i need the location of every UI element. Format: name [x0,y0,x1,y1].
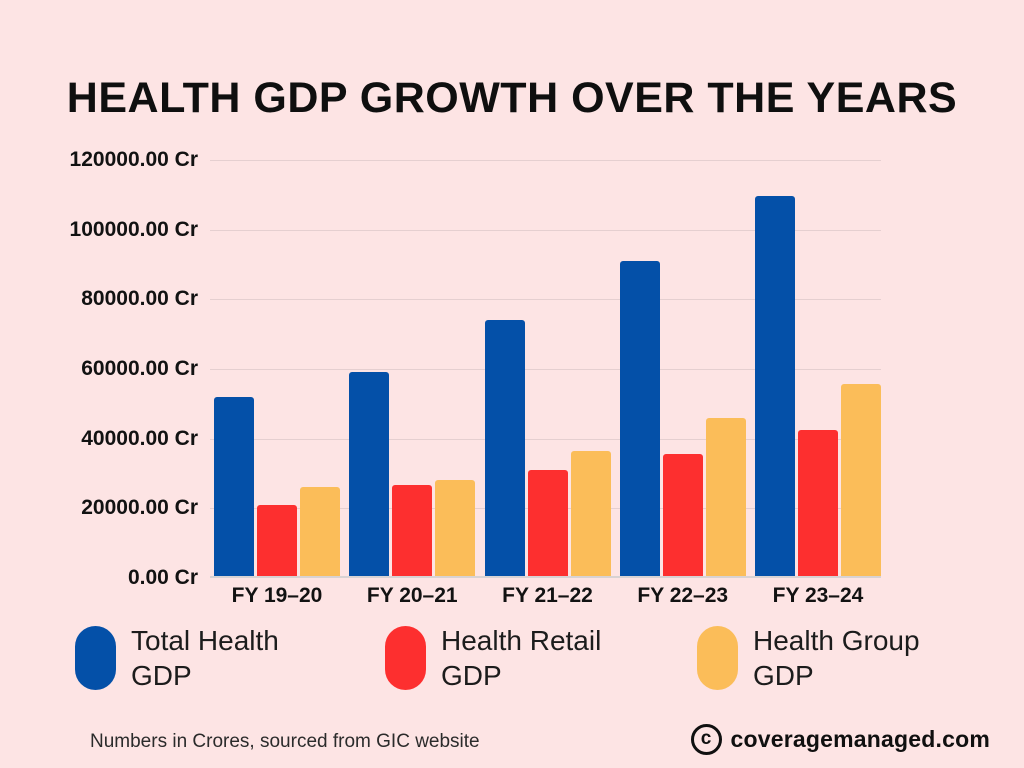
bar-group-fy-20-21 [349,372,476,576]
y-axis: 120000.00 Cr 100000.00 Cr 80000.00 Cr 60000… [0,0,198,768]
footnote: Numbers in Crores, sourced from GIC webs… [90,731,480,752]
y-tick-label-100000: 100000.00 Cr [69,217,198,241]
bar-series-container [210,160,881,576]
bar-health-group-gdp-fy-19-20 [300,487,340,576]
bar-health-retail-gdp-fy-23-24 [798,429,838,576]
bar-total-health-gdp-fy-22-23 [619,260,660,576]
y-tick-label-20000: 20000.00 Cr [81,496,198,520]
bar-total-health-gdp-fy-23-24 [755,196,795,576]
gridline-40000 [210,438,881,440]
bar-group-fy-22-23 [619,260,746,576]
brand-text: coveragemanaged.com [730,726,990,752]
bar-health-retail-gdp-fy-19-20 [257,504,297,576]
legend-item-health-retail-gdp: Health Retail GDP [385,625,602,693]
bar-health-group-gdp-fy-21-22 [570,450,611,576]
legend: Total Health GDP Health Retail GDP Health … [0,625,1024,706]
bar-health-group-gdp-fy-23-24 [841,384,881,576]
gridline-100000 [210,229,881,231]
y-tick-label-120000: 120000.00 Cr [69,148,198,171]
plot-area [210,160,881,578]
legend-item-health-group-gdp: Health Group GDP [697,625,920,693]
gridline-80000 [210,299,881,301]
legend-label-health-retail-gdp: Health Retail GDP [441,625,602,691]
legend-label-total-health-gdp: Total Health GDP [131,625,279,691]
bar-health-retail-gdp-fy-21-22 [527,469,568,576]
legend-label-health-group-gdp: Health Group GDP [753,625,920,691]
x-tick-label-fy-21-22: FY 21–22 [502,584,593,607]
y-tick-label-60000: 60000.00 Cr [81,357,198,380]
x-tick-label-fy-19-20: FY 19–20 [231,584,323,607]
y-tick-label-40000: 40000.00 Cr [81,426,198,450]
x-tick-label-fy-20-21: FY 20–21 [366,584,458,607]
legend-swatch-total-health-gdp [75,626,116,690]
bar-group-fy-23-24 [755,196,881,576]
y-tick-label-0: 0.00 Cr [127,566,198,589]
chart-title: HEALTH GDP GROWTH OVER THE YEARS [66,74,958,122]
x-axis: FY 19–20 FY 20–21 FY 21–22 FY 22–23 FY 23–24 [210,584,881,608]
bar-health-retail-gdp-fy-20-21 [392,485,433,576]
bar-total-health-gdp-fy-20-21 [349,372,390,576]
legend-swatch-health-retail-gdp [385,626,426,690]
x-tick-label-fy-23-24: FY 23–24 [772,584,864,607]
brand: c coveragemanaged.com [690,724,990,755]
copyright-icon: c [690,724,722,755]
bar-health-group-gdp-fy-22-23 [705,417,746,576]
x-tick-label-fy-22-23: FY 22–23 [637,584,729,607]
gridline-120000 [210,160,881,161]
legend-swatch-health-group-gdp [697,626,738,690]
gridline-60000 [210,369,881,370]
bar-group-fy-21-22 [484,320,611,576]
bar-group-fy-19-20 [214,396,340,576]
bar-health-group-gdp-fy-20-21 [435,480,476,576]
y-tick-label-80000: 80000.00 Cr [81,287,198,311]
bar-total-health-gdp-fy-19-20 [214,396,254,576]
bar-health-retail-gdp-fy-22-23 [662,454,703,576]
bar-total-health-gdp-fy-21-22 [484,320,525,576]
legend-item-total-health-gdp: Total Health GDP [75,625,279,693]
